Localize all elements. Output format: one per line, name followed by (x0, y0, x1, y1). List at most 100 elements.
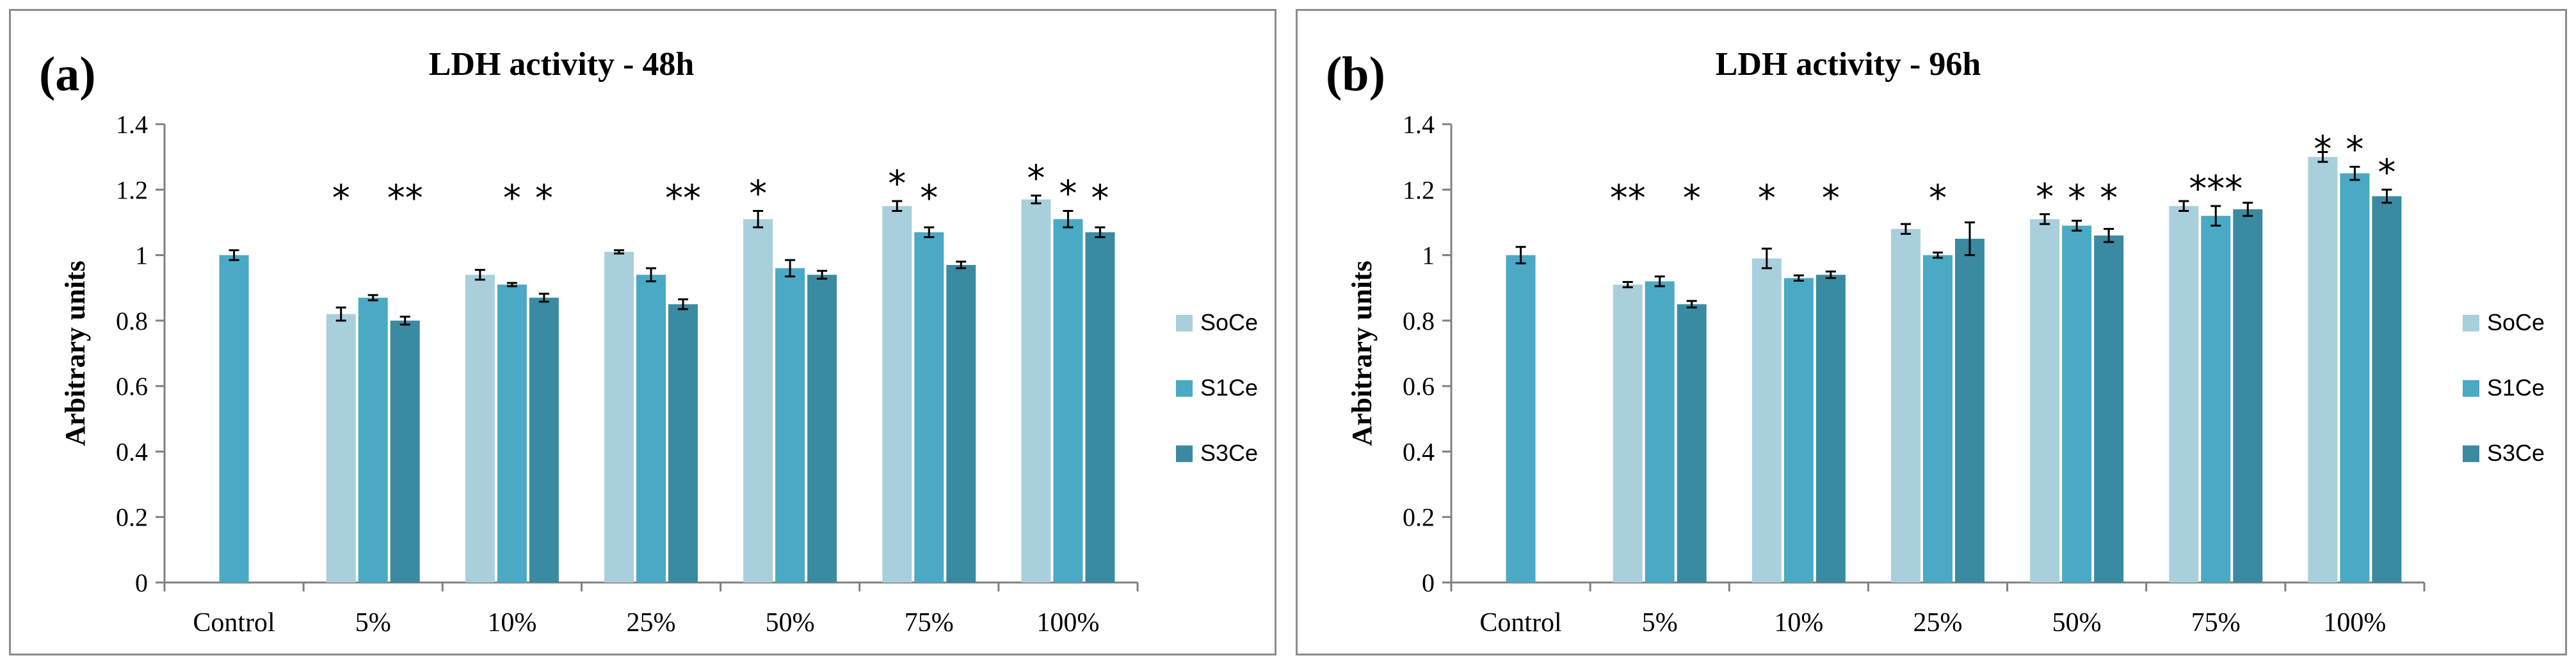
y-tick-label: 1.2 (1403, 175, 1435, 204)
bar (529, 298, 559, 583)
legend-swatch (1176, 380, 1193, 397)
bar (497, 284, 527, 583)
y-axis-label: Arbitrary units (60, 261, 91, 446)
significance-marker: * (1758, 177, 1776, 219)
bar (1506, 255, 1536, 583)
x-tick-label: Control (1479, 608, 1561, 638)
significance-marker: *** (2189, 168, 2242, 210)
significance-marker: * (1027, 157, 1045, 199)
y-tick-label: 1.4 (116, 110, 148, 139)
x-tick-label: 5% (355, 608, 391, 638)
chart-panel-a: (a) LDH activity - 48h 0 0.2 0.4 0.6 0.8 1 1.2… (9, 9, 1276, 655)
bar (1085, 232, 1115, 583)
bar (2372, 196, 2402, 583)
significance-marker: ** (665, 177, 701, 219)
y-tick-label: 1 (135, 241, 148, 270)
legend-swatch (1176, 314, 1193, 332)
y-tick-label: 0.2 (116, 503, 148, 532)
y-tick-label: 0.2 (1403, 503, 1435, 532)
legend-label: SoCe (2487, 309, 2545, 335)
bar (2233, 209, 2263, 583)
bar (219, 255, 249, 583)
significance-marker: * (535, 177, 553, 219)
bar (1783, 278, 1814, 583)
significance-marker: * (2100, 177, 2118, 219)
y-axis-label: Arbitrary units (1346, 261, 1378, 446)
bar (465, 275, 495, 583)
significance-marker: * (1091, 177, 1109, 219)
bar (1645, 281, 1675, 583)
bar (1751, 258, 1782, 583)
significance-marker: * (2068, 177, 2086, 219)
x-tick-label: 25% (627, 608, 676, 638)
significance-marker: * (1822, 177, 1840, 219)
significance-marker: ** (1610, 177, 1646, 219)
significance-marker: * (332, 177, 350, 219)
bar (882, 205, 912, 583)
bar (775, 268, 805, 583)
x-tick-label: 50% (766, 608, 815, 638)
legend-label: S3Ce (2487, 440, 2545, 466)
y-tick-label: 0.4 (116, 437, 148, 466)
significance-marker: * (2314, 129, 2331, 170)
x-tick-label: 100% (2323, 608, 2386, 638)
legend-label: S3Ce (1200, 440, 1258, 466)
x-tick-label: 5% (1642, 608, 1678, 638)
bar (1053, 219, 1083, 583)
bar (1815, 275, 1846, 583)
x-tick-label: 75% (905, 608, 954, 638)
y-tick-label: 0.4 (1403, 437, 1435, 466)
significance-marker: * (2346, 129, 2363, 170)
bar (1891, 229, 1920, 583)
panel-label: (a) (39, 47, 96, 101)
y-tick-label: 0 (1422, 568, 1435, 597)
bar (2340, 173, 2370, 583)
y-tick-label: 0.8 (116, 307, 148, 335)
x-tick-label: 10% (1774, 608, 1823, 638)
legend-swatch (2463, 445, 2479, 462)
x-tick-label: 25% (1913, 608, 1963, 638)
significance-marker: * (888, 163, 906, 205)
y-tick-label: 1.4 (1403, 110, 1435, 139)
bar (1955, 239, 1984, 583)
bar (946, 264, 976, 583)
bar (326, 314, 356, 583)
y-tick-label: 0.6 (1403, 372, 1435, 401)
bar (914, 232, 944, 583)
y-tick-label: 0 (135, 568, 148, 597)
significance-marker: * (2378, 152, 2395, 193)
y-tick-label: 0.6 (116, 372, 148, 401)
chart-title: LDH activity - 96h (1715, 46, 1981, 83)
y-tick-label: 1.2 (116, 175, 148, 204)
significance-marker: * (503, 177, 521, 219)
legend-label: SoCe (1200, 309, 1258, 335)
panel-label: (b) (1326, 47, 1385, 101)
bar (604, 252, 634, 583)
chart-title: LDH activity - 48h (428, 46, 695, 83)
significance-marker: * (920, 177, 938, 219)
significance-marker: ** (387, 177, 423, 219)
x-tick-label: Control (193, 608, 275, 638)
significance-marker: * (749, 173, 767, 215)
legend-swatch (1176, 445, 1193, 462)
significance-marker: * (1059, 173, 1077, 215)
bar (2062, 225, 2092, 583)
x-tick-label: 75% (2191, 608, 2241, 638)
bar (2308, 157, 2338, 583)
legend-swatch (2463, 380, 2479, 397)
bar (358, 298, 388, 583)
bar (1923, 255, 1952, 583)
bar (743, 219, 773, 583)
bar (1021, 199, 1051, 583)
significance-marker: * (1683, 177, 1701, 219)
bar (2030, 219, 2060, 583)
chart-panel-b: (b) LDH activity - 96h 0 0.2 0.4 0.6 0.8 1 1.2… (1296, 9, 2567, 655)
x-tick-label: 50% (2052, 608, 2102, 638)
bar (1677, 304, 1707, 583)
chart-plot-a: 0 0.2 0.4 0.6 0.8 1 1.2 1.4 Arbitrary units Contr… (60, 110, 1258, 638)
bar (807, 275, 837, 583)
bar (668, 304, 698, 583)
significance-marker: * (2036, 177, 2054, 218)
bar (2201, 216, 2231, 583)
bar (1613, 284, 1643, 583)
